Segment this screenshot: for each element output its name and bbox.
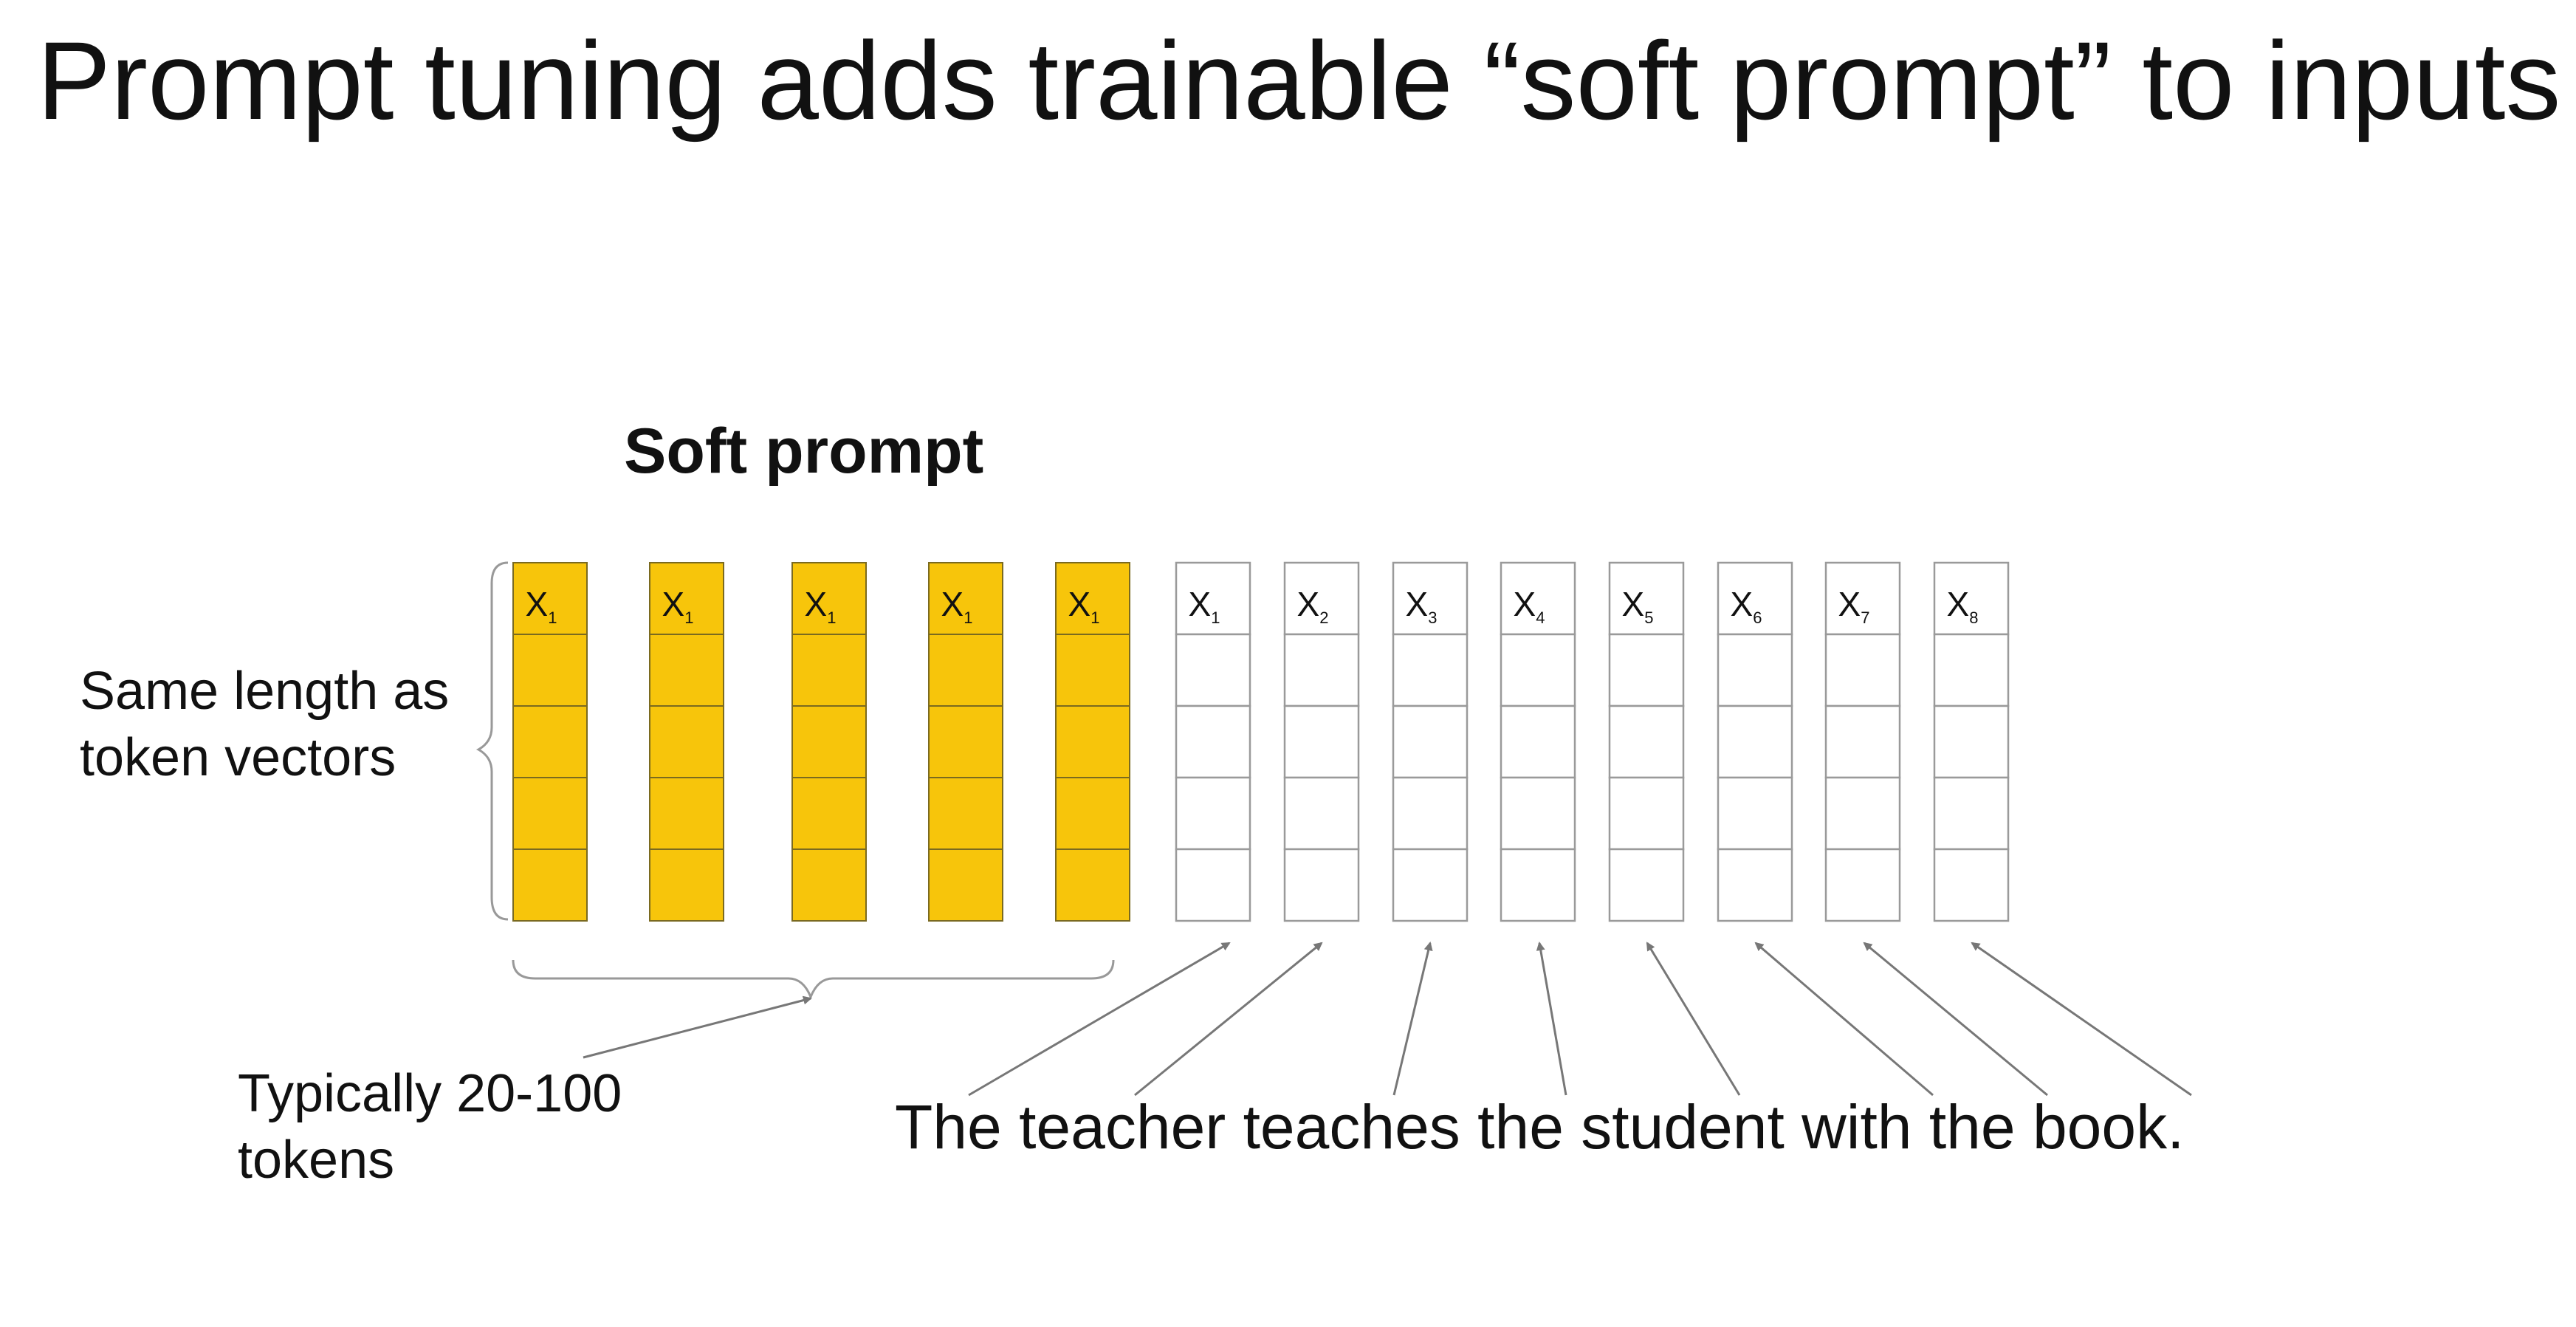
vertical-brace bbox=[478, 563, 508, 919]
count-label-line2: tokens bbox=[238, 1131, 394, 1190]
soft-prompt-label: Soft prompt bbox=[624, 416, 983, 487]
token-arrow-4 bbox=[1539, 943, 1566, 1095]
input-token-vector-cell bbox=[1934, 634, 2008, 706]
input-token-vector-8: X8 bbox=[1934, 563, 2008, 921]
soft-prompt-vector-cell bbox=[929, 849, 1003, 921]
input-token-vector-cell bbox=[1718, 634, 1792, 706]
soft-prompt-vector-cell bbox=[929, 706, 1003, 778]
input-token-vector-cell bbox=[1826, 849, 1900, 921]
soft-prompt-vector-3: X1 bbox=[792, 563, 866, 921]
horizontal-brace bbox=[513, 960, 1113, 997]
soft-prompt-vector-5: X1 bbox=[1056, 563, 1130, 921]
input-sentence: The teacher teaches the student with the… bbox=[895, 1092, 2184, 1162]
token-arrow-6 bbox=[1756, 943, 1933, 1095]
input-token-vector-cell bbox=[1501, 634, 1575, 706]
input-token-vectors: X1 X2 X3 X4 X5 X6 X7 X8 bbox=[1176, 563, 2008, 921]
soft-prompt-vector-cell bbox=[513, 778, 587, 849]
soft-prompt-vector-cell bbox=[929, 634, 1003, 706]
input-token-vector-cell bbox=[1718, 778, 1792, 849]
input-token-vector-cell bbox=[1934, 849, 2008, 921]
input-token-vector-cell bbox=[1501, 849, 1575, 921]
soft-prompt-vector-1: X1 bbox=[513, 563, 587, 921]
input-token-vector-cell bbox=[1501, 778, 1575, 849]
input-token-vector-4: X4 bbox=[1501, 563, 1575, 921]
input-token-vector-cell bbox=[1393, 849, 1467, 921]
input-token-vector-cell bbox=[1285, 634, 1359, 706]
input-token-vector-cell bbox=[1501, 706, 1575, 778]
soft-prompt-vector-cell bbox=[650, 778, 724, 849]
input-token-vector-cell bbox=[1610, 706, 1683, 778]
soft-prompt-vector-cell bbox=[1056, 778, 1130, 849]
input-token-vector-cell bbox=[1393, 706, 1467, 778]
input-token-vector-7: X7 bbox=[1826, 563, 1900, 921]
side-label-line2: token vectors bbox=[80, 728, 396, 787]
input-token-vector-cell bbox=[1285, 849, 1359, 921]
soft-prompt-vector-cell bbox=[792, 634, 866, 706]
token-arrow-1 bbox=[969, 943, 1229, 1095]
input-token-vector-cell bbox=[1610, 849, 1683, 921]
count-pointer-arrow bbox=[583, 998, 811, 1057]
input-token-vector-3: X3 bbox=[1393, 563, 1467, 921]
soft-prompt-vector-cell bbox=[650, 634, 724, 706]
soft-prompt-vector-cell bbox=[1056, 634, 1130, 706]
input-token-vector-cell bbox=[1718, 849, 1792, 921]
input-token-vector-cell bbox=[1718, 706, 1792, 778]
soft-prompt-vector-cell bbox=[929, 778, 1003, 849]
input-token-vector-2: X2 bbox=[1285, 563, 1359, 921]
soft-prompt-vector-cell bbox=[513, 849, 587, 921]
input-token-vector-cell bbox=[1826, 778, 1900, 849]
input-token-vector-6: X6 bbox=[1718, 563, 1792, 921]
soft-prompt-vector-2: X1 bbox=[650, 563, 724, 921]
input-token-vector-cell bbox=[1176, 706, 1250, 778]
input-token-vector-1: X1 bbox=[1176, 563, 1250, 921]
soft-prompt-vector-cell bbox=[650, 706, 724, 778]
soft-prompt-vector-cell bbox=[1056, 706, 1130, 778]
soft-prompt-vector-4: X1 bbox=[929, 563, 1003, 921]
input-token-vector-cell bbox=[1826, 634, 1900, 706]
input-token-vector-cell bbox=[1393, 778, 1467, 849]
side-label-line1: Same length as bbox=[80, 662, 449, 721]
input-token-vector-cell bbox=[1610, 634, 1683, 706]
input-token-vector-cell bbox=[1285, 706, 1359, 778]
input-token-vector-cell bbox=[1610, 778, 1683, 849]
input-token-vector-cell bbox=[1176, 634, 1250, 706]
token-arrow-8 bbox=[1972, 943, 2191, 1095]
input-token-vector-cell bbox=[1826, 706, 1900, 778]
token-arrow-7 bbox=[1864, 943, 2047, 1095]
soft-prompt-vector-cell bbox=[792, 849, 866, 921]
soft-prompt-vector-cell bbox=[513, 634, 587, 706]
count-label-line1: Typically 20-100 bbox=[238, 1064, 622, 1123]
input-token-vector-cell bbox=[1176, 778, 1250, 849]
soft-prompt-vector-cell bbox=[650, 849, 724, 921]
input-token-vector-cell bbox=[1393, 634, 1467, 706]
soft-prompt-vector-cell bbox=[513, 706, 587, 778]
soft-prompt-vector-cell bbox=[792, 706, 866, 778]
input-token-vector-cell bbox=[1934, 778, 2008, 849]
token-arrows bbox=[969, 943, 2191, 1095]
soft-prompt-vector-cell bbox=[792, 778, 866, 849]
input-token-vector-5: X5 bbox=[1610, 563, 1683, 921]
input-token-vector-cell bbox=[1176, 849, 1250, 921]
soft-prompt-vector-cell bbox=[1056, 849, 1130, 921]
token-arrow-2 bbox=[1135, 943, 1322, 1095]
token-arrow-5 bbox=[1647, 943, 1739, 1095]
token-arrow-3 bbox=[1394, 943, 1430, 1095]
input-token-vector-cell bbox=[1285, 778, 1359, 849]
input-token-vector-cell bbox=[1934, 706, 2008, 778]
soft-prompt-vectors: X1 X1 X1 X1 X1 bbox=[513, 563, 1130, 921]
